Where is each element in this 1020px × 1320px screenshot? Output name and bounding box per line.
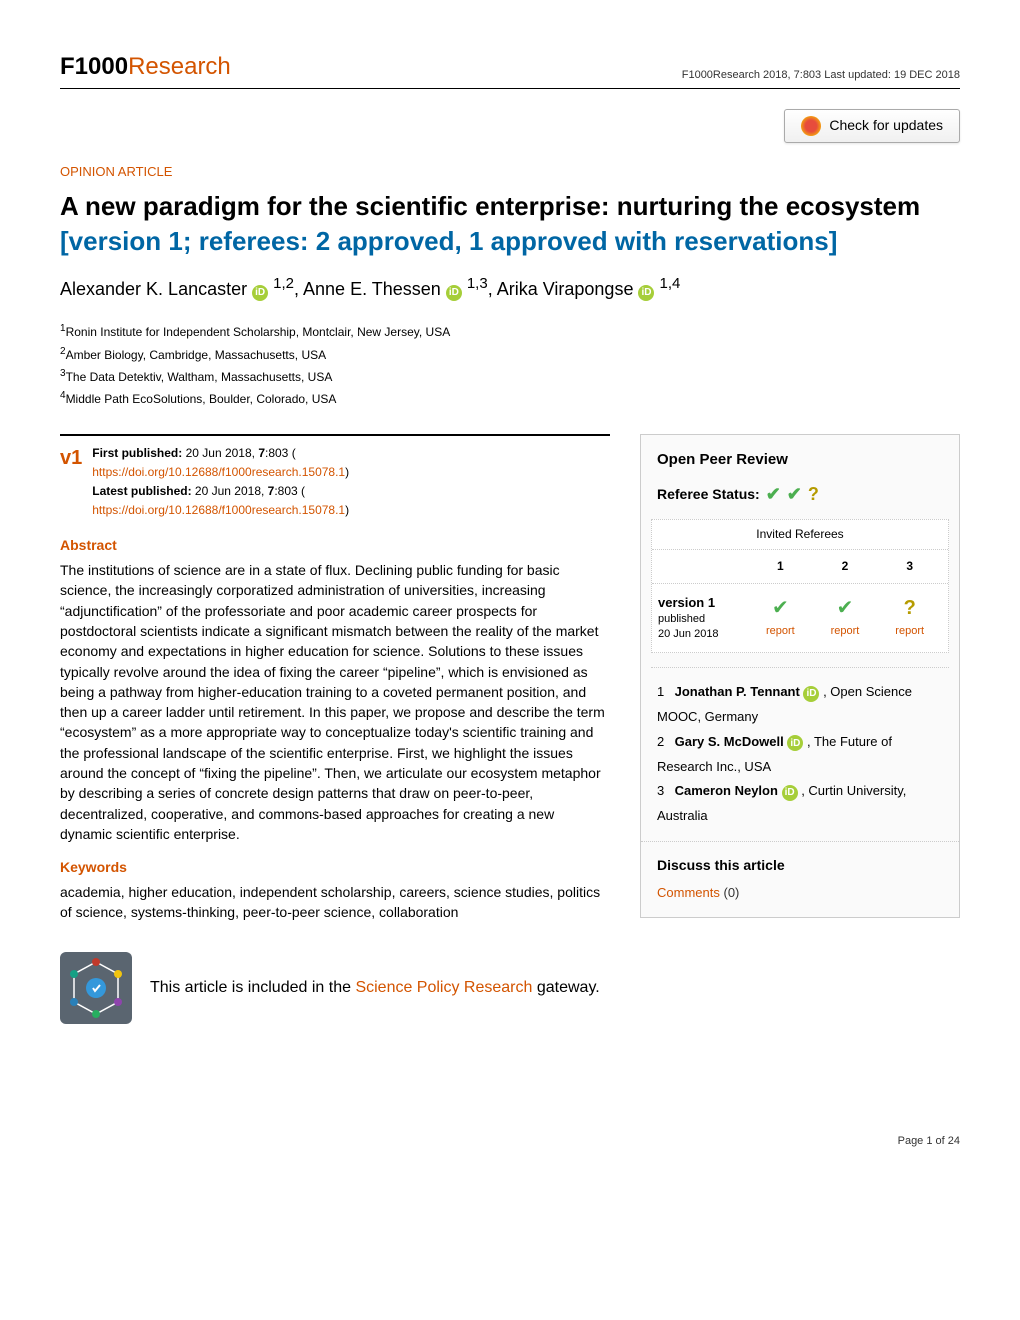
keywords-text: academia, higher education, independent …: [60, 882, 610, 923]
comments-count: (0): [723, 885, 739, 900]
gateway-link[interactable]: Science Policy Research: [355, 979, 532, 996]
check-updates-button[interactable]: Check for updates: [784, 109, 960, 143]
check-updates-label: Check for updates: [829, 116, 943, 136]
ref-status-label: Referee Status:: [657, 485, 760, 505]
first-doi-link[interactable]: https://doi.org/10.12688/f1000research.1…: [92, 465, 345, 479]
orcid-icon[interactable]: iD: [446, 285, 462, 301]
publication-history: v1 First published: 20 Jun 2018, 7:803 (…: [60, 434, 610, 521]
gateway-suffix: gateway.: [532, 979, 599, 996]
latest-pub-label: Latest published:: [92, 484, 191, 498]
author-name: Alexander K. Lancaster: [60, 279, 247, 299]
author-affil: 1,4: [659, 275, 680, 292]
orcid-icon[interactable]: iD: [638, 285, 654, 301]
gateway-icon: [60, 952, 132, 1024]
keywords-heading: Keywords: [60, 858, 610, 878]
main-content: v1 First published: 20 Jun 2018, 7:803 (…: [60, 434, 610, 1035]
discuss-title: Discuss this article: [657, 856, 943, 876]
authors: Alexander K. Lancaster iD 1,2, Anne E. T…: [60, 273, 960, 302]
logo-part2: Research: [128, 53, 231, 80]
orcid-icon[interactable]: iD: [252, 285, 268, 301]
check-icon: ✔: [766, 482, 781, 507]
gateway-text: This article is included in the Science …: [150, 974, 600, 1003]
abstract-text: The institutions of science are in a sta…: [60, 560, 610, 844]
first-pub-label: First published:: [92, 446, 182, 460]
first-pub-vol: 7: [258, 446, 265, 460]
published-label: published: [658, 612, 748, 627]
version-tag: v1: [60, 444, 82, 521]
check-icon: ✔: [813, 594, 878, 622]
referee-status: Referee Status: ✔ ✔ ?: [641, 482, 959, 519]
referee-item: 1 Jonathan P. Tennant iD , Open Science …: [657, 680, 943, 729]
affil-text: Ronin Institute for Independent Scholars…: [66, 325, 451, 339]
report-link[interactable]: report: [766, 625, 795, 637]
orcid-icon[interactable]: iD: [782, 785, 798, 801]
peer-review-panel: Open Peer Review Referee Status: ✔ ✔ ? I…: [640, 434, 960, 918]
referee-item: 3 Cameron Neylon iD , Curtin University,…: [657, 779, 943, 828]
ref-name: Jonathan P. Tennant: [675, 684, 800, 699]
peer-review-title: Open Peer Review: [641, 435, 959, 482]
referee-item: 2 Gary S. McDowell iD , The Future of Re…: [657, 730, 943, 779]
ref-name: Cameron Neylon: [675, 783, 778, 798]
latest-doi-link[interactable]: https://doi.org/10.12688/f1000research.1…: [92, 503, 345, 517]
latest-pub-issue: :803 (: [274, 484, 305, 498]
article-type: OPINION ARTICLE: [60, 163, 960, 181]
ref-name: Gary S. McDowell: [675, 734, 784, 749]
ref-col-2: 2: [813, 558, 878, 575]
report-link[interactable]: report: [895, 625, 924, 637]
orcid-icon[interactable]: iD: [787, 735, 803, 751]
report-link[interactable]: report: [831, 625, 860, 637]
logo: F1000Research: [60, 50, 231, 84]
affil-text: The Data Detektiv, Waltham, Massachusett…: [66, 370, 333, 384]
first-pub-date: 20 Jun 2018,: [182, 446, 258, 460]
gateway-prefix: This article is included in the: [150, 979, 355, 996]
ref-col-1: 1: [748, 558, 813, 575]
page-header: F1000Research F1000Research 2018, 7:803 …: [60, 50, 960, 89]
refresh-icon: [801, 116, 821, 136]
author-affil: 1,2: [273, 275, 294, 292]
check-icon: ✔: [787, 482, 802, 507]
referee-list: 1 Jonathan P. Tennant iD , Open Science …: [641, 668, 959, 840]
comments-link[interactable]: Comments (0): [657, 885, 739, 900]
referee-table: Invited Referees 1 2 3 version 1 publish…: [651, 519, 949, 654]
page-footer: Page 1 of 24: [60, 1134, 960, 1149]
discuss-section: Discuss this article Comments (0): [641, 841, 959, 917]
first-pub-issue: :803 (: [265, 446, 296, 460]
ref-num: 1: [657, 680, 671, 705]
gateway-block: This article is included in the Science …: [60, 942, 610, 1034]
check-icon: ✔: [748, 594, 813, 622]
published-date: 20 Jun 2018: [658, 627, 748, 642]
ref-num: 3: [657, 779, 671, 804]
orcid-icon[interactable]: iD: [803, 686, 819, 702]
logo-part1: F1000: [60, 53, 128, 80]
affil-text: Middle Path EcoSolutions, Boulder, Color…: [66, 392, 337, 406]
author-name: Arika Virapongse: [497, 279, 634, 299]
article-status: [version 1; referees: 2 approved, 1 appr…: [60, 226, 837, 256]
question-icon: ?: [877, 594, 942, 622]
article-title: A new paradigm for the scientific enterp…: [60, 189, 960, 259]
comments-label: Comments: [657, 885, 720, 900]
question-icon: ?: [808, 482, 819, 507]
latest-pub-date: 20 Jun 2018,: [192, 484, 268, 498]
title-text: A new paradigm for the scientific enterp…: [60, 191, 920, 221]
ref-col-3: 3: [877, 558, 942, 575]
invited-label: Invited Referees: [652, 520, 948, 550]
affiliations: 1Ronin Institute for Independent Scholar…: [60, 320, 960, 410]
author-name: Anne E. Thessen: [303, 279, 441, 299]
author-affil: 1,3: [467, 275, 488, 292]
abstract-heading: Abstract: [60, 536, 610, 556]
ref-num: 2: [657, 730, 671, 755]
version-label: version 1: [658, 594, 748, 612]
header-meta: F1000Research 2018, 7:803 Last updated: …: [682, 68, 960, 83]
affil-text: Amber Biology, Cambridge, Massachusetts,…: [66, 348, 327, 362]
